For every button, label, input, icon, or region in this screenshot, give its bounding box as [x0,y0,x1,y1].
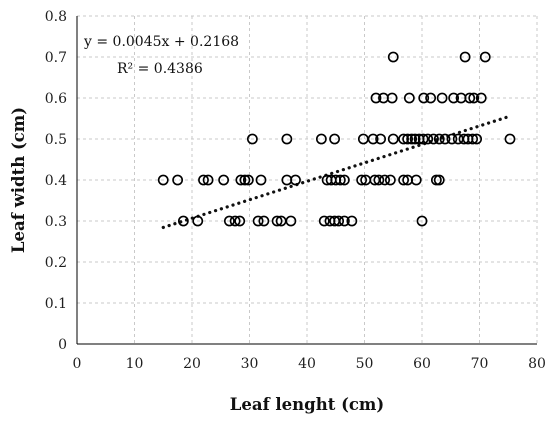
data-point [433,174,445,186]
data-point [373,174,385,186]
data-point [338,215,350,227]
x-axis-title: Leaf lenght (cm) [230,395,384,414]
data-point [409,133,421,145]
data-point [285,215,297,227]
data-point [387,133,399,145]
data-point [334,174,346,186]
data-point [223,215,235,227]
data-point [428,133,439,145]
data-point [290,174,301,186]
data-point [198,174,209,186]
data-point [246,133,258,145]
x-tick-label: 20 [183,356,201,372]
data-point [398,174,409,186]
data-point [315,133,327,145]
data-point [406,133,418,145]
data-point [479,51,491,63]
data-point [439,133,451,145]
data-point [192,215,204,227]
data-point [398,133,409,145]
y-tick-label: 0.2 [45,255,67,271]
x-tick-label: 50 [356,356,374,372]
data-point [338,174,350,186]
regression-equation: y = 0.0045x + 0.2168 [83,34,239,50]
data-point [356,174,368,186]
data-point [416,215,428,227]
data-point [425,92,437,104]
y-tick-label: 0.3 [45,214,67,230]
data-point [446,133,458,145]
data-point [379,174,391,186]
data-point [255,174,267,186]
data-point [370,92,382,104]
data-point [202,174,214,186]
data-point [157,174,169,186]
x-tick-label: 80 [528,356,546,372]
plot-axes [76,16,537,345]
data-point [464,92,476,104]
data-point [318,215,330,227]
data-point [436,92,448,104]
data-points [157,51,516,227]
data-point [403,92,415,104]
data-point [384,174,396,186]
data-point [448,92,460,104]
x-tick-label: 60 [413,356,431,372]
y-tick-labels: 0 0.1 0.2 0.3 0.4 0.5 0.6 0.7 0.8 [45,9,67,353]
x-tick-label: 10 [126,356,144,372]
data-point [475,92,487,104]
x-tick-label: 40 [298,356,316,372]
data-point [430,174,442,186]
data-point [386,92,398,104]
data-point [471,133,483,145]
data-point [229,215,241,227]
y-axis-title: Leaf width (cm) [9,107,28,253]
data-point [172,174,184,186]
x-tick-label: 30 [241,356,259,372]
data-point [346,215,358,227]
y-tick-label: 0.8 [45,9,67,25]
data-point [468,92,480,104]
data-point [467,133,478,145]
data-point [329,133,340,145]
data-point [271,215,283,227]
y-tick-label: 0.6 [45,91,67,107]
data-point [333,215,345,227]
data-point [410,174,422,186]
trendline [161,115,510,230]
x-tick-label: 0 [73,356,82,372]
data-point [234,215,246,227]
r-squared-label: R² = 0.4386 [117,61,203,77]
y-tick-label: 0.7 [45,50,67,66]
x-tick-labels: 0 10 20 30 40 50 60 70 80 [73,356,546,372]
grid-lines [77,15,538,344]
data-point [177,215,189,227]
data-point [387,51,399,63]
data-point [422,133,434,145]
data-point [218,174,230,186]
data-point [417,133,429,145]
y-tick-label: 0 [58,337,67,353]
data-point [242,174,254,186]
data-point [433,133,445,145]
data-point [418,92,430,104]
data-point [504,133,516,145]
y-tick-label: 0.5 [45,132,67,148]
data-point [459,51,471,63]
trendline-layer [161,115,510,230]
data-point [252,215,264,227]
data-point [367,133,379,145]
data-point [239,174,251,186]
data-point [375,133,386,145]
data-point [258,215,270,227]
y-tick-label: 0.1 [45,296,67,312]
data-point [235,174,247,186]
y-tick-label: 0.4 [45,173,67,189]
data-point [281,133,293,145]
x-tick-label: 70 [471,356,489,372]
data-point [402,133,414,145]
